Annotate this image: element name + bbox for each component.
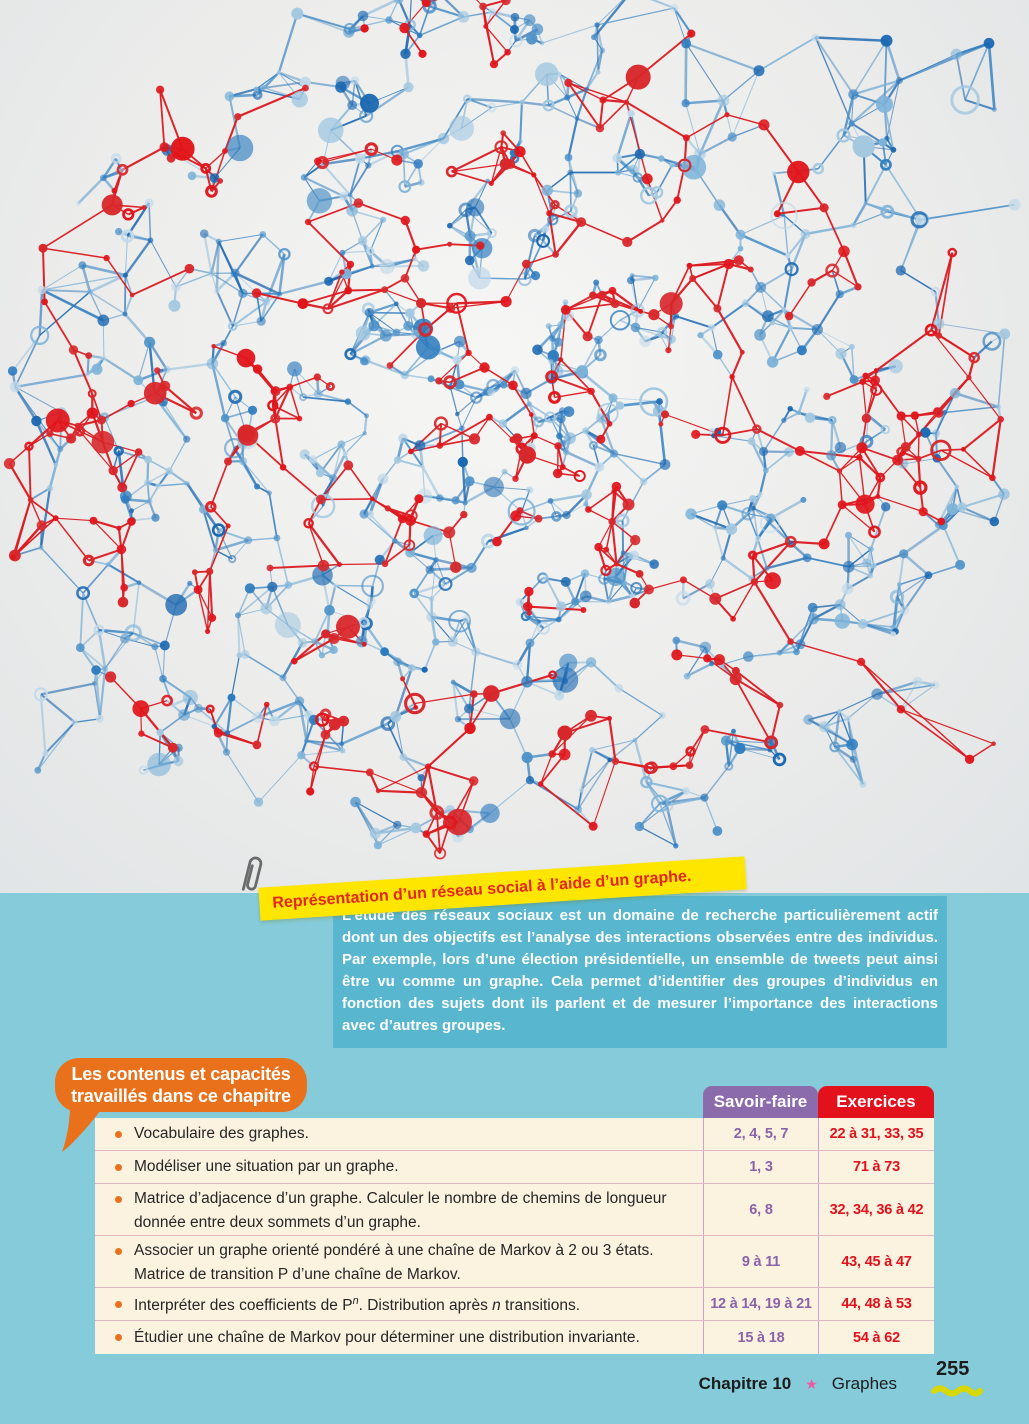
row-exercices-cell: 71 à 73 [818, 1151, 934, 1183]
table-row: Étudier une chaîne de Markov pour déterm… [95, 1321, 934, 1354]
table-row: Modéliser une situation par un graphe. 1,… [95, 1151, 934, 1184]
row-content-text: Interpréter des coefficients de Pn. Dist… [134, 1295, 581, 1315]
header-exercices-label: Exercices [836, 1092, 916, 1111]
row-exercices-cell: 22 à 31, 33, 35 [818, 1118, 934, 1150]
row-savoir-faire-cell: 12 à 14, 19 à 21 [703, 1288, 818, 1320]
network-graph-image [3, 0, 1021, 860]
row-exercices-cell: 43, 45 à 47 [818, 1236, 934, 1287]
page-number-underline [931, 1385, 983, 1397]
row-content-cell: Vocabulaire des graphes. [95, 1118, 703, 1150]
table-row: Associer un graphe orienté pondéré à une… [95, 1236, 934, 1288]
row-savoir-faire-cell: 2, 4, 5, 7 [703, 1118, 818, 1150]
header-savoir-faire-label: Savoir-faire [713, 1092, 808, 1111]
header-savoir-faire: Savoir-faire [703, 1086, 818, 1118]
row-savoir-faire-cell: 6, 8 [703, 1184, 818, 1235]
row-content-cell: Associer un graphe orienté pondéré à une… [95, 1236, 703, 1287]
footer-chapter: Chapitre 10 [698, 1374, 792, 1393]
row-content-cell: Étudier une chaîne de Markov pour déterm… [95, 1321, 703, 1354]
header-exercices: Exercices [818, 1086, 934, 1118]
social-network-figure [0, 0, 1029, 893]
row-content-text: Vocabulaire des graphes. [134, 1125, 309, 1142]
bullet-icon [115, 1196, 122, 1203]
speech-bubble-tail [62, 1104, 106, 1152]
row-content-cell: Matrice d’adjacence d’un graphe. Calcule… [95, 1184, 703, 1235]
table-row: Interpréter des coefficients de Pn. Dist… [95, 1288, 934, 1321]
bullet-icon [115, 1130, 122, 1138]
row-savoir-faire-cell: 1, 3 [703, 1151, 818, 1183]
row-exercices-cell: 54 à 62 [818, 1321, 934, 1354]
contents-bubble-line1: Les contenus et capacités [71, 1064, 291, 1084]
row-content-text: Étudier une chaîne de Markov pour déterm… [134, 1328, 640, 1346]
table-row: Matrice d’adjacence d’un graphe. Calcule… [95, 1184, 934, 1236]
row-content-cell: Modéliser une situation par un graphe. [95, 1151, 703, 1183]
contents-table: Vocabulaire des graphes. 2, 4, 5, 7 22 à 3… [95, 1118, 934, 1354]
intro-paragraph: L’étude des réseaux sociaux est un domai… [342, 907, 938, 1034]
page-number: 255 [936, 1358, 970, 1380]
page-footer: Chapitre 10 ★ Graphes [699, 1374, 897, 1394]
row-savoir-faire-cell: 9 à 11 [703, 1236, 818, 1287]
contents-bubble: Les contenus et capacités travaillés dan… [55, 1058, 307, 1112]
table-row: Vocabulaire des graphes. 2, 4, 5, 7 22 à 3… [95, 1118, 934, 1151]
row-content-text: Associer un graphe orienté pondéré à une… [134, 1242, 654, 1283]
bullet-icon [115, 1300, 122, 1308]
row-exercices-cell: 44, 48 à 53 [818, 1288, 934, 1320]
star-icon: ★ [805, 1375, 818, 1392]
row-content-text: Matrice d’adjacence d’un graphe. Calcule… [134, 1190, 667, 1231]
footer-section: Graphes [831, 1374, 897, 1393]
row-content-cell: Interpréter des coefficients de Pn. Dist… [95, 1288, 703, 1320]
row-content-text: Modéliser une situation par un graphe. [134, 1158, 399, 1175]
paperclip-icon [241, 856, 263, 891]
row-exercices-cell: 32, 34, 36 à 42 [818, 1184, 934, 1235]
row-savoir-faire-cell: 15 à 18 [703, 1321, 818, 1354]
intro-text-box: L’étude des réseaux sociaux est un domai… [333, 896, 947, 1048]
bullet-icon [115, 1163, 122, 1171]
bullet-icon [115, 1334, 122, 1341]
contents-bubble-line2: travaillés dans ce chapitre [71, 1086, 291, 1106]
bullet-icon [115, 1248, 122, 1255]
